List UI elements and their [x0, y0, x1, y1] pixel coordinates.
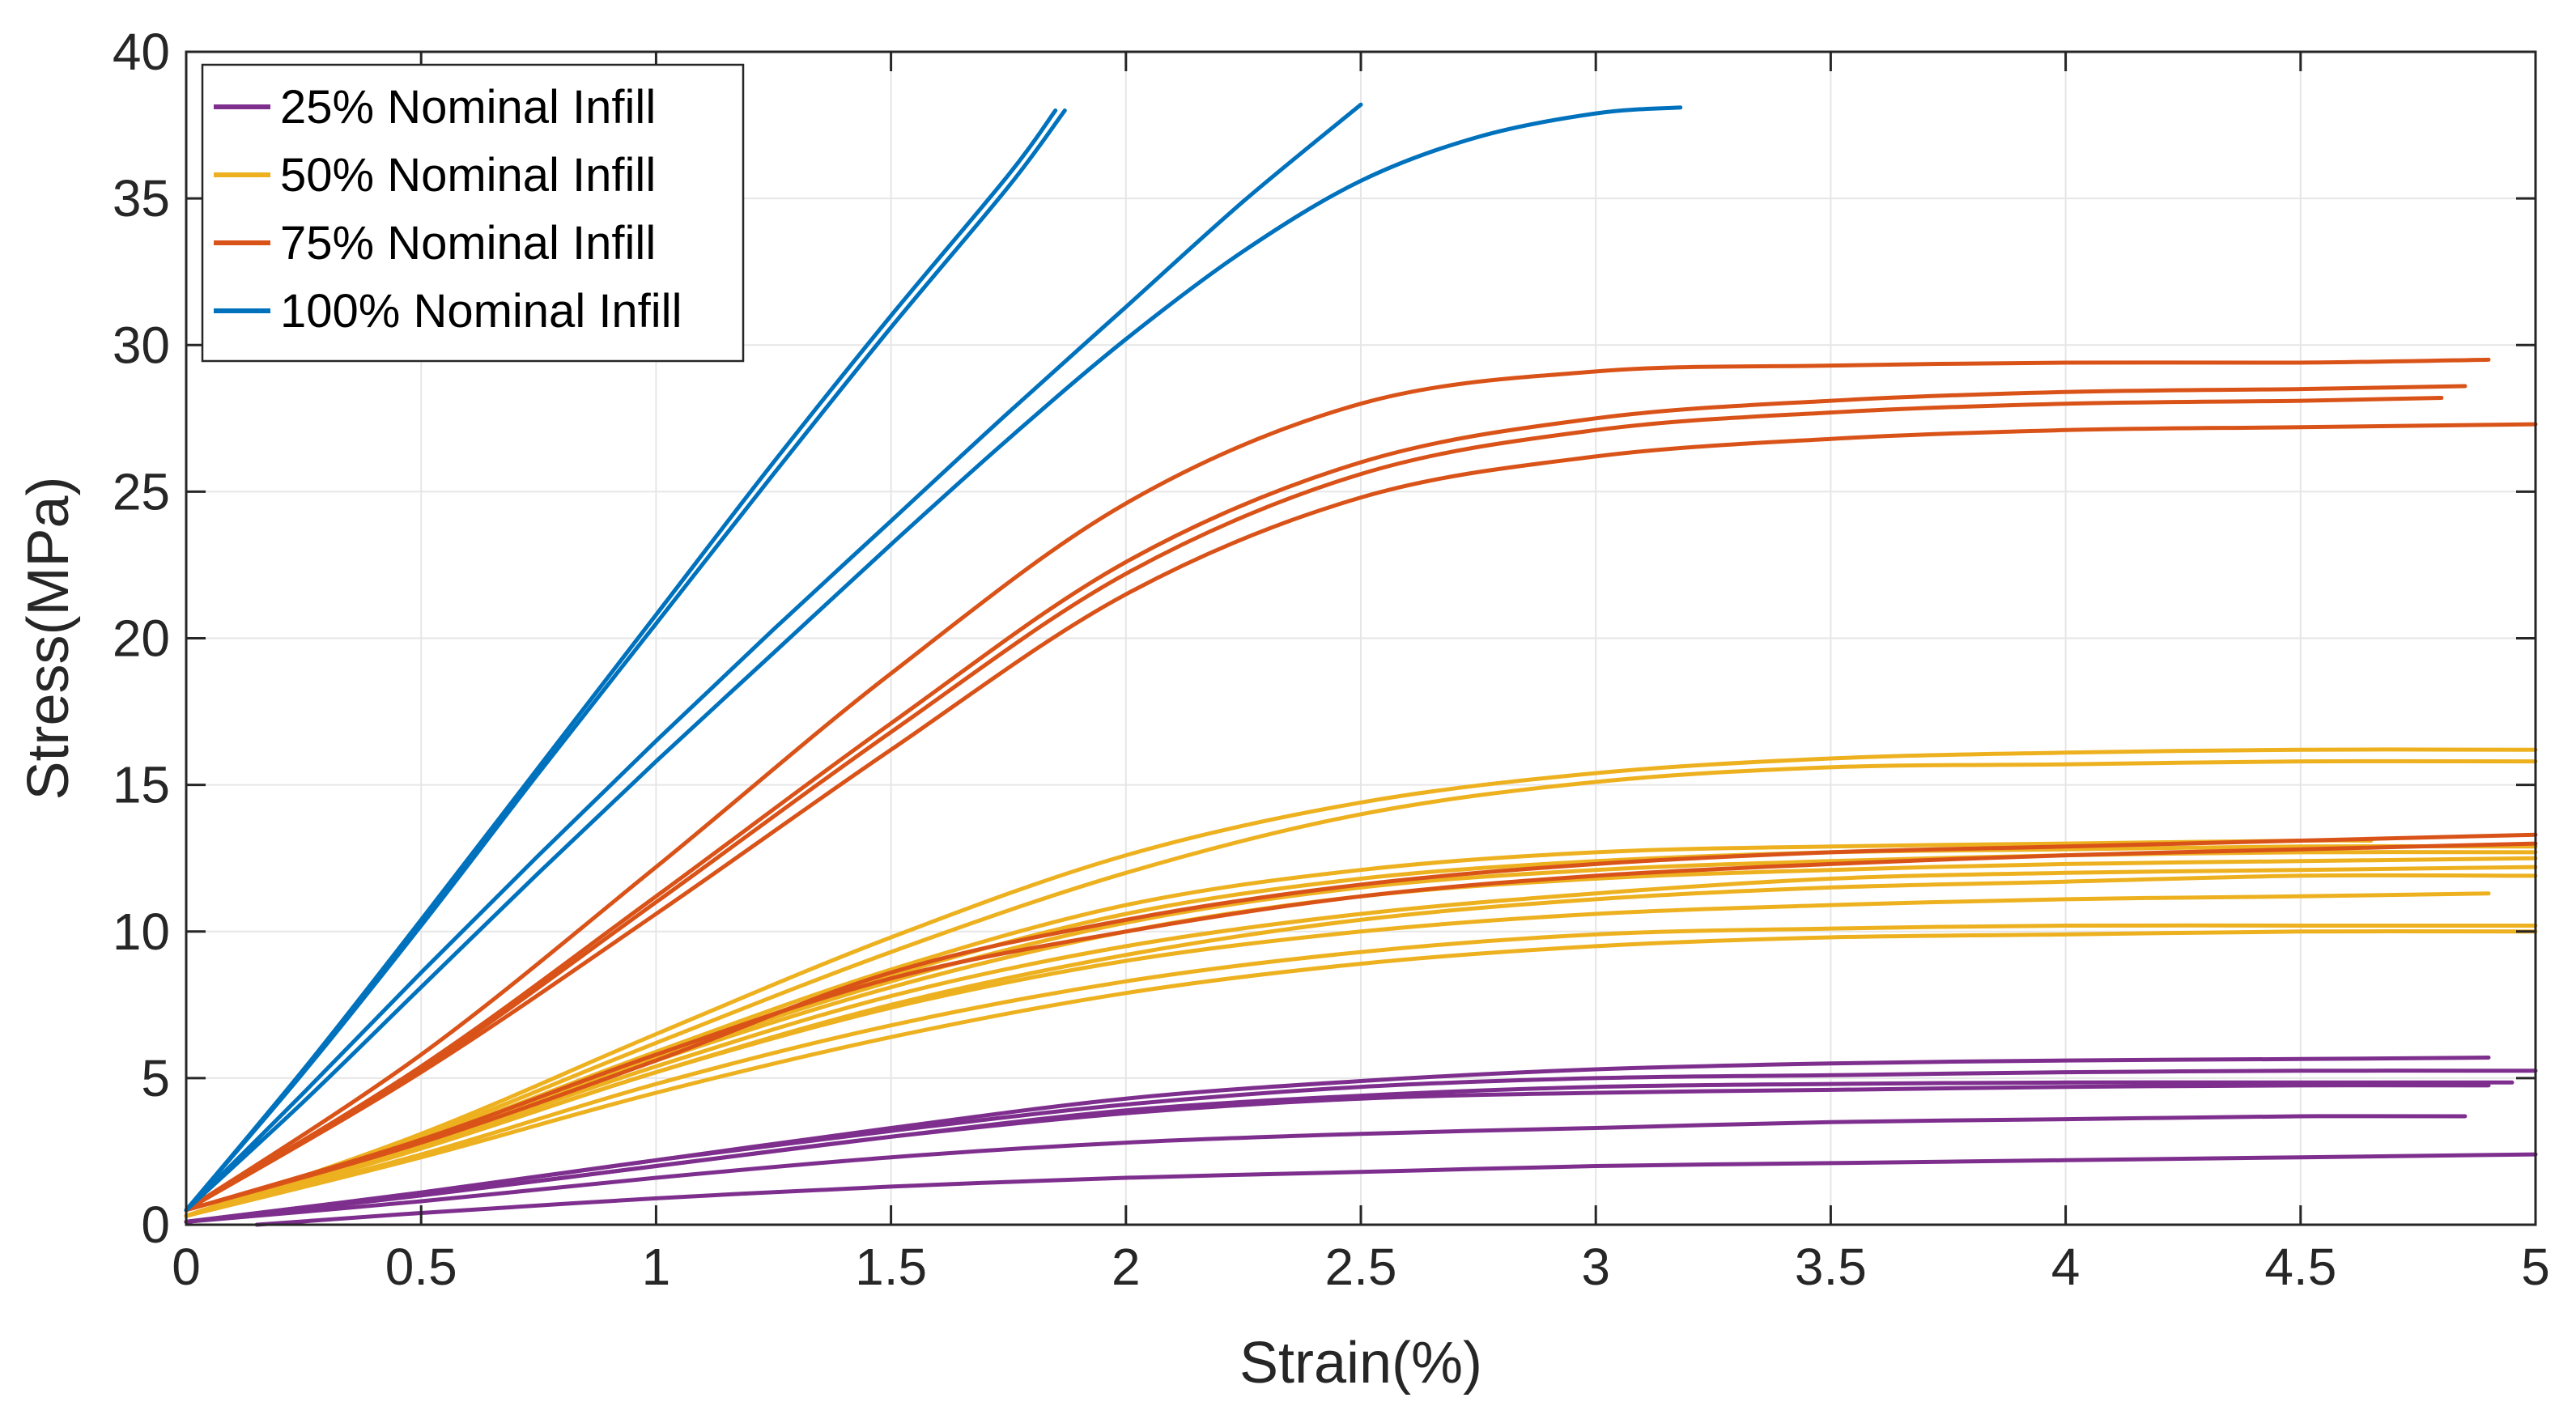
x-tick-label-6: 3	[1581, 1238, 1610, 1296]
series-3-curve-3	[184, 105, 1683, 1213]
y-tick-label-5: 25	[113, 462, 170, 520]
y-tick-labels: 0 5 10 15 20 25 30 35 40	[113, 23, 170, 1254]
series-3-curve-2	[184, 102, 1363, 1213]
series-2-curve-1	[184, 832, 2538, 1213]
legend-box	[201, 63, 745, 363]
x-tick-label-10: 5	[2521, 1238, 2550, 1296]
x-tick-label-4: 2	[1112, 1238, 1141, 1296]
x-tick-label-5: 2.5	[1325, 1238, 1397, 1296]
legend-label-2: 75% Nominal Infill	[280, 217, 656, 270]
data-curves	[184, 102, 2538, 1227]
y-tick-label-6: 30	[113, 316, 170, 374]
x-tick-labels: 0 0.5 1 1.5 2 2.5 3 3.5 4 4.5 5	[172, 1238, 2550, 1296]
series-1-curve-1	[184, 923, 2538, 1218]
y-axis-label: Stress(MPa)	[16, 476, 81, 800]
y-tick-label-4: 20	[113, 610, 170, 668]
x-tick-label-1: 0.5	[385, 1238, 457, 1296]
series-0-curve-0	[254, 1152, 2538, 1227]
series-2-curve-2	[184, 422, 2538, 1213]
series-0	[184, 1056, 2538, 1227]
series-2-curve-5	[184, 357, 2491, 1213]
y-tick-label-7: 35	[113, 169, 170, 227]
series-0-curve-3	[184, 1080, 2514, 1224]
series-1-curve-4	[184, 865, 2538, 1218]
legend: 25% Nominal Infill 50% Nominal Infill 75% …	[201, 63, 745, 363]
series-2-curve-0	[184, 841, 2538, 1213]
x-tick-label-9: 4.5	[2264, 1238, 2336, 1296]
y-tick-label-3: 15	[113, 756, 170, 814]
series-1-curve-10	[184, 747, 2538, 1218]
series-2-curve-4	[184, 384, 2468, 1213]
series-2	[184, 357, 2538, 1213]
y-tick-label-1: 5	[141, 1049, 170, 1107]
series-3-curve-1	[184, 108, 1067, 1213]
series-0-curve-5	[184, 1056, 2491, 1224]
x-axis-label: Strain(%)	[1239, 1331, 1482, 1396]
x-tick-label-7: 3.5	[1795, 1238, 1867, 1296]
series-0-curve-1	[184, 1114, 2468, 1224]
x-tick-label-8: 4	[2051, 1238, 2081, 1296]
x-tick-label-2: 1	[642, 1238, 671, 1296]
y-tick-label-8: 40	[113, 23, 170, 81]
series-2-curve-3	[184, 396, 2444, 1213]
legend-label-0: 25% Nominal Infill	[280, 81, 656, 134]
y-tick-label-2: 10	[113, 903, 170, 961]
y-tick-label-0: 0	[141, 1196, 170, 1254]
series-1-curve-0	[184, 928, 2538, 1218]
legend-label-3: 100% Nominal Infill	[280, 285, 682, 338]
x-tick-label-3: 1.5	[855, 1238, 927, 1296]
series-3-curve-0	[184, 108, 1058, 1213]
legend-label-1: 50% Nominal Infill	[280, 149, 656, 202]
x-tick-label-0: 0	[172, 1238, 201, 1296]
series-1-curve-3	[184, 873, 2538, 1218]
series-1-curve-9	[184, 758, 2538, 1218]
series-3	[184, 102, 1683, 1213]
